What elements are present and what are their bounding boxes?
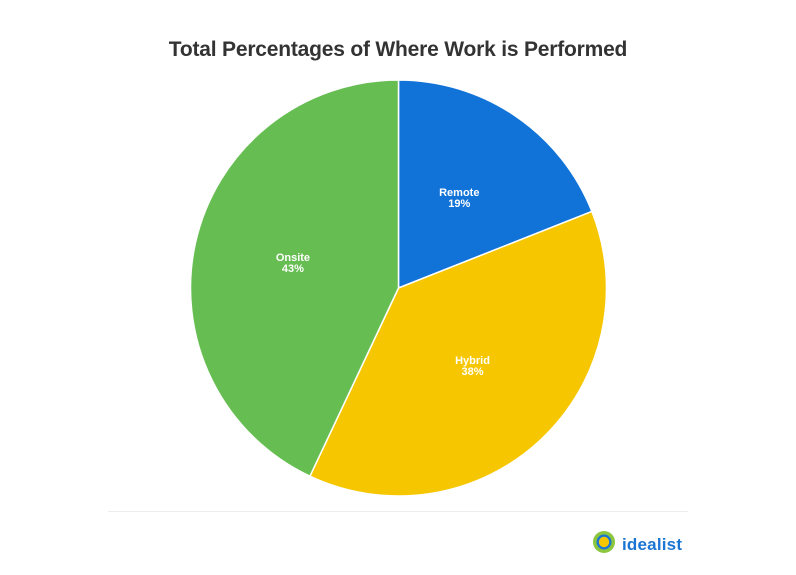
brand-name: idealist [622, 534, 683, 554]
slice-label-remote-percent: 19% [448, 197, 471, 210]
slice-label-hybrid: Hybrid 38% [455, 354, 490, 378]
pie-slice-hybrid[interactable] [309, 210, 608, 497]
slice-label-onsite-name: Onsite [275, 252, 311, 265]
slice-label-remote: Remote 19% [439, 186, 480, 210]
slice-label-onsite-percent: 43% [281, 263, 304, 276]
pie-slices [189, 79, 608, 497]
slice-label-onsite: Onsite 43% [276, 253, 310, 275]
slice-label-hybrid-percent: 38% [461, 365, 484, 378]
idealist-logo-icon [592, 530, 616, 559]
slice-label-remote-name: Remote [439, 186, 480, 199]
footer-divider [108, 511, 688, 512]
pie-slice-remote[interactable] [397, 79, 593, 289]
brand-logo[interactable]: idealist [592, 530, 682, 559]
slice-label-hybrid-name: Hybrid [455, 354, 490, 367]
pie-slice-onsite[interactable] [189, 79, 400, 477]
chart-title: Total Percentages of Where Work is Perfo… [168, 38, 628, 61]
